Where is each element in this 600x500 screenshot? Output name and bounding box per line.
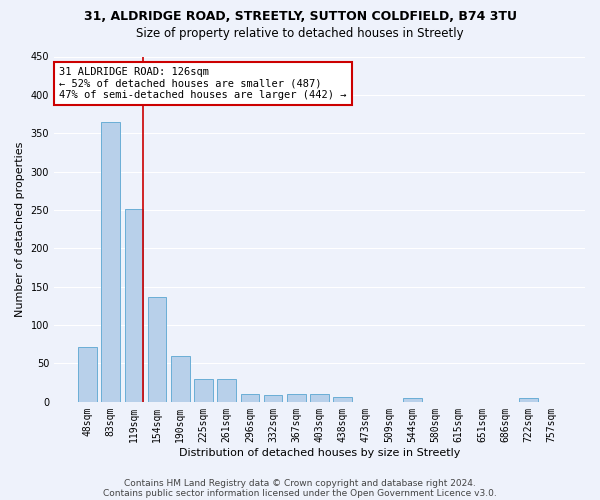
Bar: [125, 209, 143, 402]
Text: 31 ALDRIDGE ROAD: 126sqm
← 52% of detached houses are smaller (487)
47% of semi-: 31 ALDRIDGE ROAD: 126sqm ← 52% of detach…: [59, 67, 347, 100]
Text: Size of property relative to detached houses in Streetly: Size of property relative to detached ho…: [136, 28, 464, 40]
Bar: [101, 122, 120, 402]
X-axis label: Distribution of detached houses by size in Streetly: Distribution of detached houses by size …: [179, 448, 460, 458]
Bar: [403, 398, 422, 402]
Text: Contains public sector information licensed under the Open Government Licence v3: Contains public sector information licen…: [103, 488, 497, 498]
Text: Contains HM Land Registry data © Crown copyright and database right 2024.: Contains HM Land Registry data © Crown c…: [124, 478, 476, 488]
Bar: [148, 298, 166, 402]
Text: 31, ALDRIDGE ROAD, STREETLY, SUTTON COLDFIELD, B74 3TU: 31, ALDRIDGE ROAD, STREETLY, SUTTON COLD…: [83, 10, 517, 23]
Bar: [171, 356, 190, 402]
Bar: [334, 397, 352, 402]
Bar: [287, 394, 305, 402]
Bar: [264, 395, 283, 402]
Bar: [519, 398, 538, 402]
Bar: [217, 379, 236, 402]
Y-axis label: Number of detached properties: Number of detached properties: [15, 142, 25, 317]
Bar: [310, 394, 329, 402]
Bar: [241, 394, 259, 402]
Bar: [194, 379, 213, 402]
Bar: [78, 346, 97, 402]
